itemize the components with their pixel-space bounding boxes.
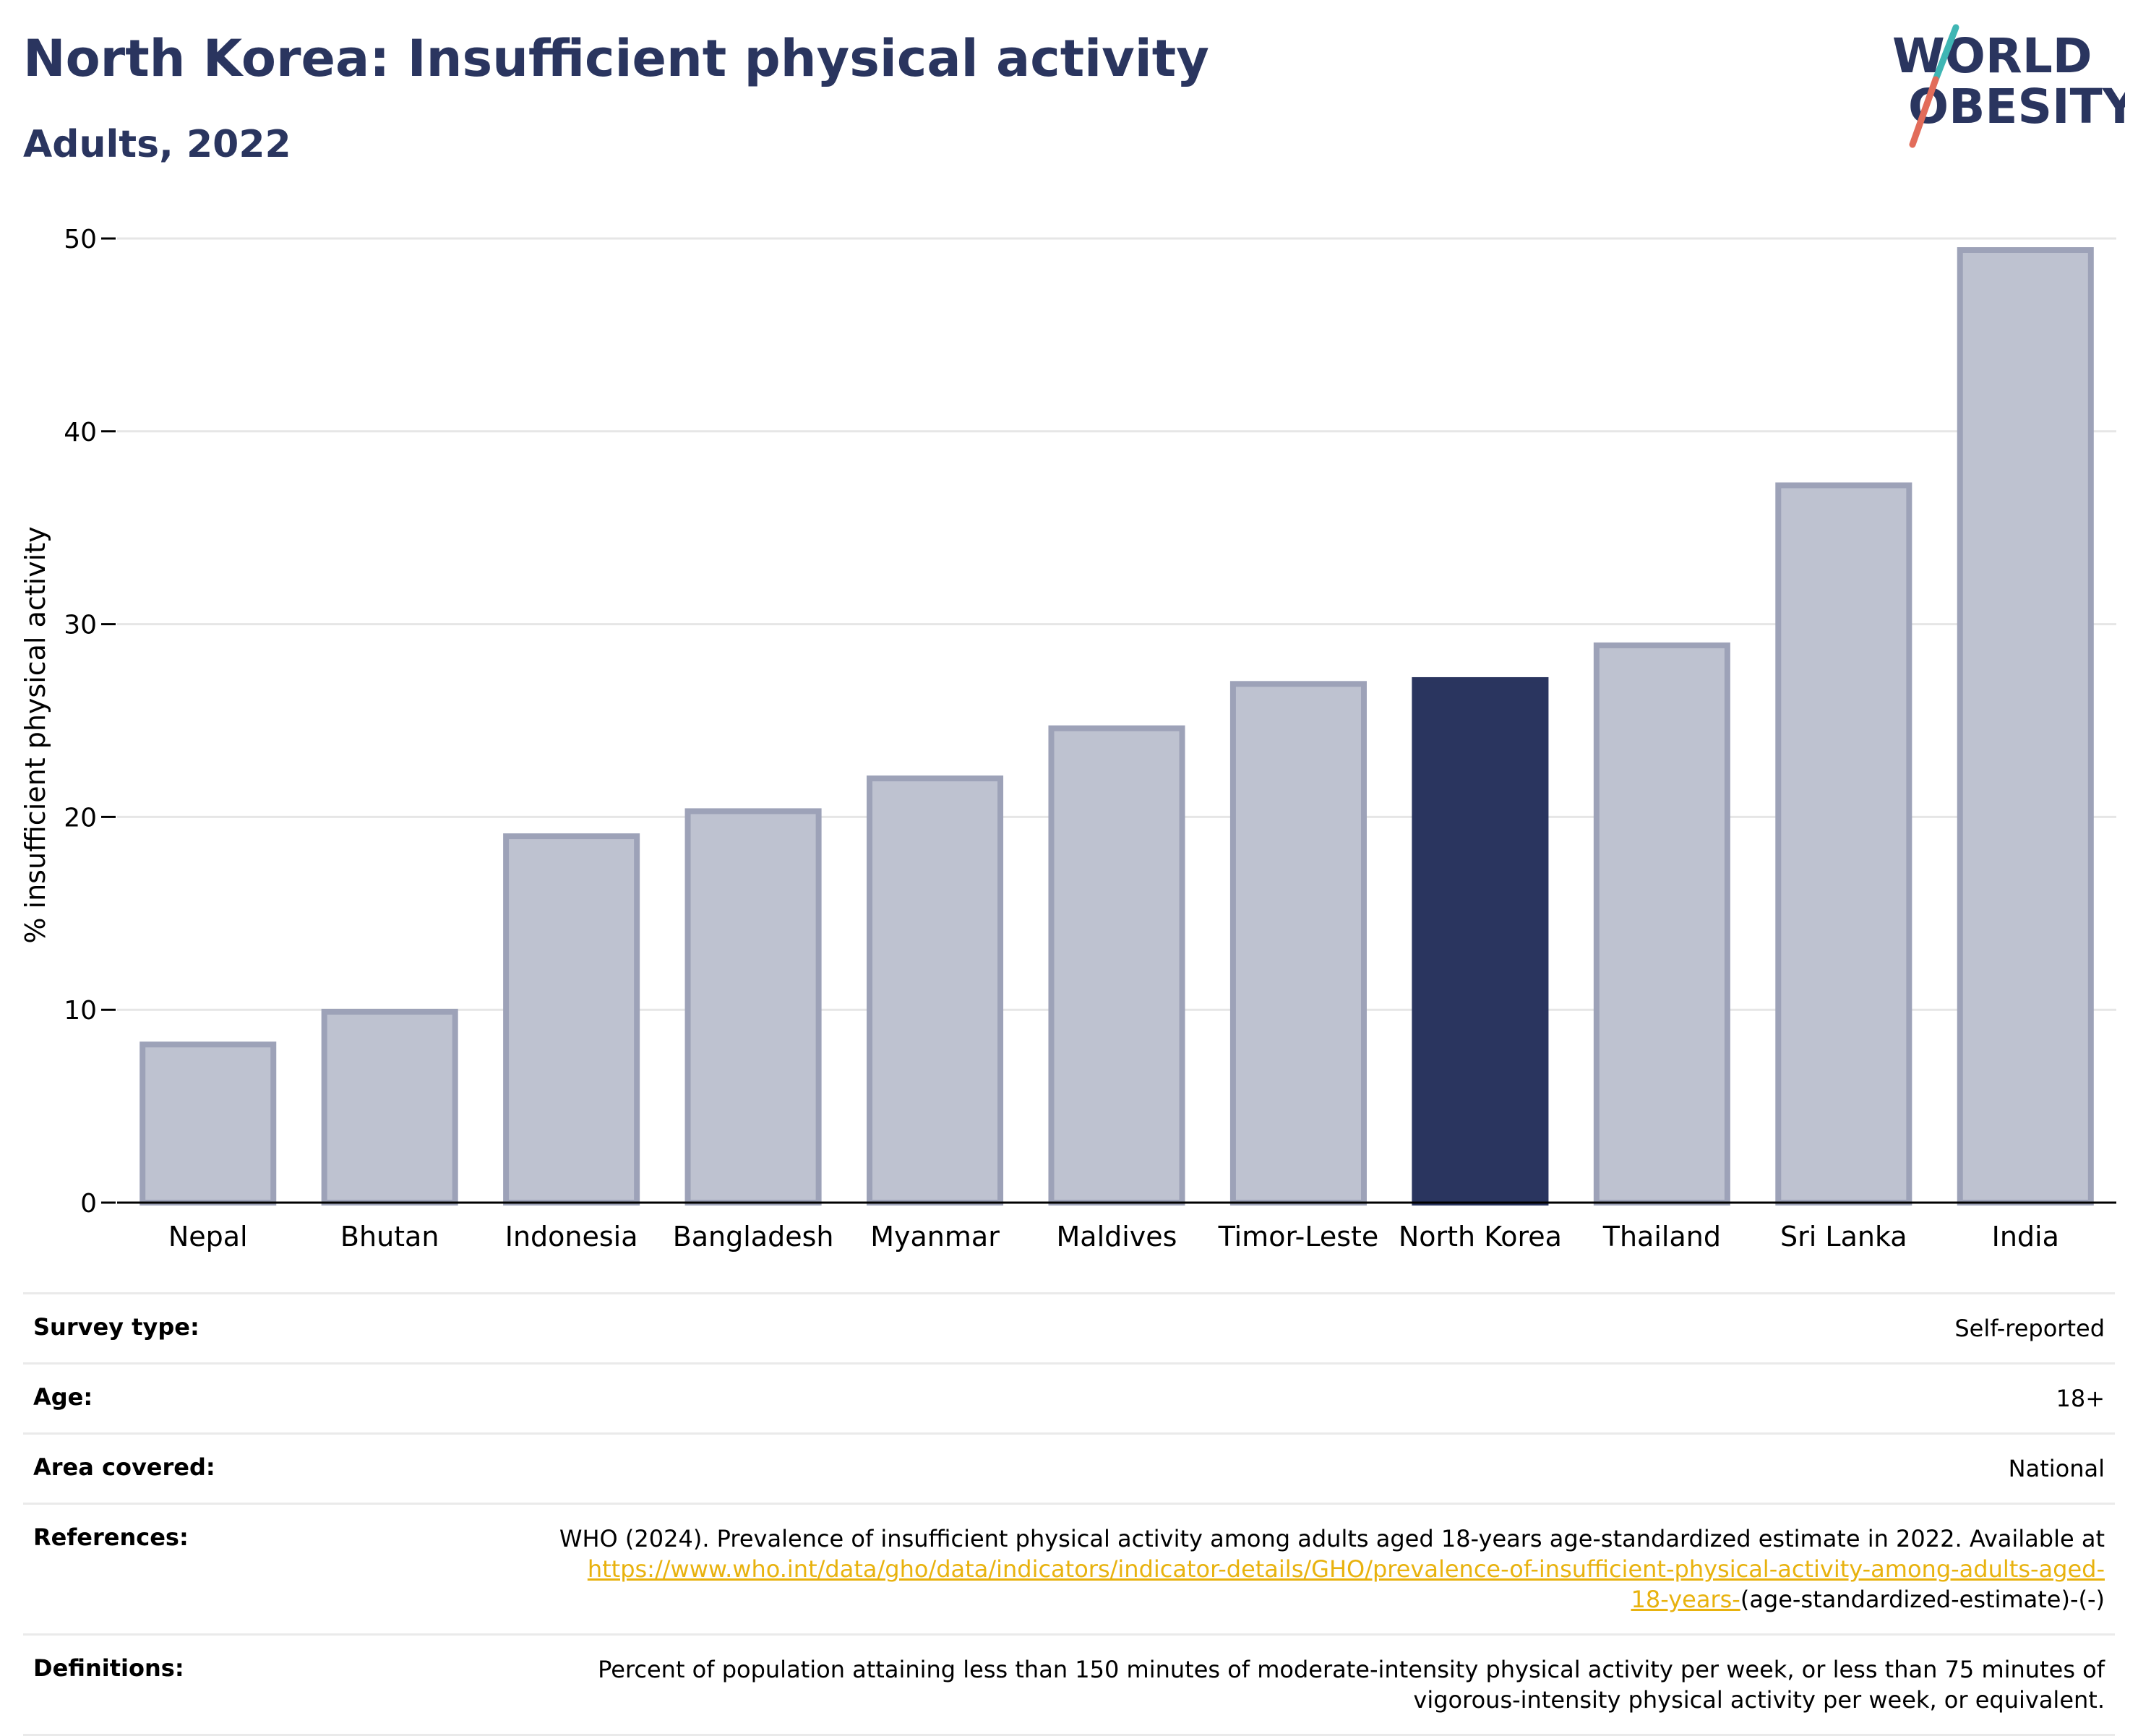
x-tick-label: Timor-Leste [1218,1221,1379,1252]
references-value: WHO (2024). Prevalence of insufficient p… [551,1524,2105,1615]
survey-type-label: Survey type: [33,1313,199,1341]
y-tick-label: 30 [64,611,97,640]
survey-type-value: Self-reported [1954,1315,2105,1342]
y-tick-label: 10 [64,996,97,1026]
bar-sri-lanka [1775,482,1912,1206]
x-tick-label: Thailand [1602,1221,1721,1252]
y-tick-label: 20 [64,803,97,833]
definitions-label: Definitions: [33,1654,184,1682]
age-value: 18+ [2056,1385,2105,1412]
info-table: Survey type: Self-reported Age: 18+ Area… [23,1292,2115,1736]
bar-indonesia [503,833,640,1206]
bar-bangladesh [684,808,822,1206]
bar-thailand [1593,642,1730,1206]
definitions-value: Percent of population attaining less tha… [598,1656,2105,1714]
references-label: References: [33,1524,189,1551]
y-tick-label: 40 [64,418,97,447]
x-tick-label: Sri Lanka [1780,1221,1907,1252]
age-label: Age: [33,1383,93,1411]
references-link[interactable]: https://www.who.int/data/gho/data/indica… [587,1555,2105,1613]
info-row-references: References: WHO (2024). Prevalence of in… [23,1503,2115,1633]
chart-subtitle: Adults, 2022 [23,123,291,166]
axes: 0 10 20 30 40 50 Nepal Bhutan Indonesia Banglades… [64,225,2116,1252]
bar-india [1957,247,2094,1206]
x-tick-label: Bhutan [340,1221,439,1252]
references-text: WHO (2024). Prevalence of insufficient p… [559,1525,2105,1552]
area-value: National [2008,1455,2105,1482]
y-tick-label: 50 [64,225,97,254]
y-axis-label: % insufficient physical activity [20,526,51,943]
x-tick-label: Myanmar [870,1221,1000,1252]
x-tick-label: Indonesia [505,1221,638,1252]
info-row-area: Area covered: National [23,1432,2115,1503]
x-tick-label: Maldives [1057,1221,1177,1252]
world-obesity-logo: WORLD OBESITY [1892,24,2125,148]
x-tick-label: Nepal [168,1221,248,1252]
info-row-definitions: Definitions: Percent of population attai… [23,1633,2115,1736]
references-suffix: (age-standardized-estimate)-(-) [1740,1586,2105,1613]
x-tick-label: North Korea [1399,1221,1562,1252]
bars [139,247,2094,1206]
area-label: Area covered: [33,1453,215,1481]
bar-myanmar [867,775,1004,1206]
x-tick-label: India [1992,1221,2059,1252]
bar-north-korea [1412,676,1549,1206]
x-tick-label: Bangladesh [673,1221,834,1252]
bar-chart: 0 10 20 30 40 50 Nepal Bhutan Indonesia Banglades… [20,225,2116,1252]
y-tick-label: 0 [80,1189,97,1219]
info-row-survey-type: Survey type: Self-reported [23,1292,2115,1362]
logo-slash-teal [1932,24,1959,83]
bar-timor-leste [1229,681,1367,1206]
bar-maldives [1048,725,1185,1206]
info-row-age: Age: 18+ [23,1362,2115,1432]
logo-slash-coral [1909,76,1939,148]
chart-title: North Korea: Insufficient physical activ… [23,29,1209,88]
bar-bhutan [321,1008,458,1206]
logo-text-obesity: OBESITY [1908,79,2125,134]
logo-text-world: WORLD [1892,28,2092,84]
bar-nepal [139,1041,277,1206]
